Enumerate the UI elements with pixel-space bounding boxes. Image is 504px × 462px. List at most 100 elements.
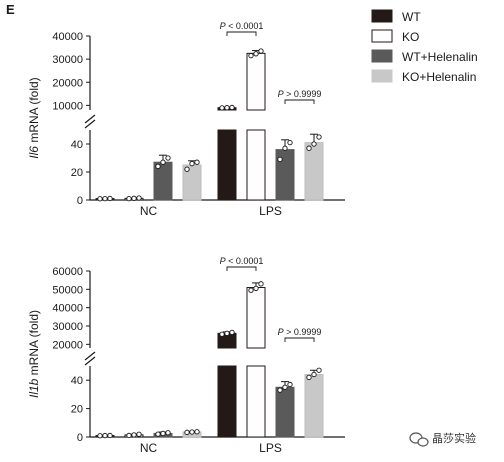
data-point [258, 281, 264, 287]
significance-label: P > 0.9999 [278, 327, 322, 337]
data-point [258, 48, 264, 54]
data-point [248, 287, 254, 293]
data-point [306, 145, 312, 151]
data-point [277, 387, 283, 393]
significance-label: P < 0.0001 [220, 256, 264, 266]
significance-bracket [284, 337, 315, 342]
bar-wt-lps-lower [217, 365, 237, 438]
y-tick-label: 10000 [52, 100, 83, 112]
y-axis-label: Il1b mRNA (fold) [27, 310, 41, 398]
data-point [131, 195, 137, 201]
data-point [219, 331, 225, 337]
data-point [126, 195, 132, 202]
data-point [229, 329, 235, 336]
data-point [107, 432, 113, 439]
bar-ko-lps-lower [246, 365, 266, 438]
y-tick-label: 20000 [52, 339, 83, 351]
data-point [131, 432, 137, 438]
significance-bracket [284, 99, 315, 104]
significance-label: P > 0.9999 [278, 89, 322, 99]
legend: WT KO WT+Helenalin KO+Helenalin [371, 9, 478, 84]
il6-chart: 10000 20000 30000 40000 0 20 40 Il6 mRNA (fold)… [27, 21, 345, 218]
y-tick-label: 40 [71, 139, 83, 151]
y-tick-label: 20 [71, 167, 83, 179]
data-point [155, 431, 161, 437]
bar-ko-lps-lower [246, 129, 266, 201]
data-point [253, 285, 259, 292]
data-point [97, 196, 103, 202]
data-point [224, 330, 230, 336]
significance-bracket [226, 31, 257, 36]
data-point [277, 156, 283, 163]
wechat-icon [409, 432, 429, 447]
bar-wt-lps-lower [217, 129, 237, 201]
data-point [189, 429, 195, 435]
data-point [311, 371, 317, 378]
legend-swatch [371, 29, 393, 43]
data-point [136, 431, 142, 437]
data-point [184, 166, 190, 172]
watermark-text: 晶莎实验 [432, 431, 476, 445]
data-point [316, 134, 322, 140]
axis-break-mark [84, 356, 96, 366]
y-tick-label: 30000 [52, 54, 83, 66]
data-point [311, 141, 317, 147]
data-point [160, 159, 166, 165]
data-point [224, 105, 230, 111]
axis-break-mark [84, 119, 96, 129]
data-point [287, 139, 293, 146]
y-tick-label: 40000 [52, 303, 83, 315]
legend-label: KO [402, 30, 419, 44]
y-tick-label: 30000 [52, 321, 83, 333]
data-point [282, 384, 288, 390]
significance-bracket [226, 266, 257, 271]
watermark: 晶莎实验 [409, 431, 476, 447]
data-point [102, 432, 108, 439]
legend-swatch [371, 69, 393, 83]
y-tick-label: 0 [77, 432, 83, 444]
data-point [136, 195, 142, 201]
data-point [97, 433, 103, 439]
y-tick-label: 40000 [52, 31, 83, 43]
y-tick-label: 60000 [52, 266, 83, 278]
data-point [287, 381, 293, 388]
x-category-label: NC [140, 204, 158, 218]
legend-swatch [371, 49, 393, 63]
data-point [189, 160, 195, 167]
axis-break-mark [84, 114, 96, 124]
data-point [126, 432, 132, 439]
y-tick-label: 20000 [52, 77, 83, 89]
data-point [155, 163, 161, 170]
x-category-label: NC [140, 441, 158, 455]
data-point [165, 155, 171, 161]
data-point [248, 53, 254, 59]
axis-break-mark [84, 351, 96, 361]
bar-ko-helenalin-lps [304, 142, 324, 201]
bar-ko-lps [246, 52, 266, 111]
data-point [253, 51, 259, 57]
legend-swatch [371, 9, 393, 23]
data-point [229, 104, 235, 111]
x-category-label: LPS [259, 204, 282, 218]
y-tick-label: 20 [71, 404, 83, 416]
data-point [219, 105, 225, 111]
y-tick-label: 0 [77, 195, 83, 207]
data-point [306, 374, 312, 381]
y-axis-label: Il6 mRNA (fold) [27, 77, 41, 158]
data-point [184, 429, 190, 435]
bar-ko-helenalin-lps [304, 374, 324, 438]
legend-label: WT+Helenalin [402, 50, 478, 64]
y-tick-label: 50000 [52, 284, 83, 296]
panel-label: E [6, 2, 15, 17]
data-point [194, 429, 200, 435]
data-point [102, 195, 108, 202]
x-category-label: LPS [259, 441, 282, 455]
y-tick-label: 40 [71, 375, 83, 387]
bar-ko-lps [246, 287, 266, 349]
data-point [194, 159, 200, 165]
bar-wt-helenalin-lps [275, 386, 295, 438]
significance-label: P < 0.0001 [220, 21, 264, 31]
legend-label: KO+Helenalin [402, 70, 476, 84]
data-point [107, 195, 113, 202]
